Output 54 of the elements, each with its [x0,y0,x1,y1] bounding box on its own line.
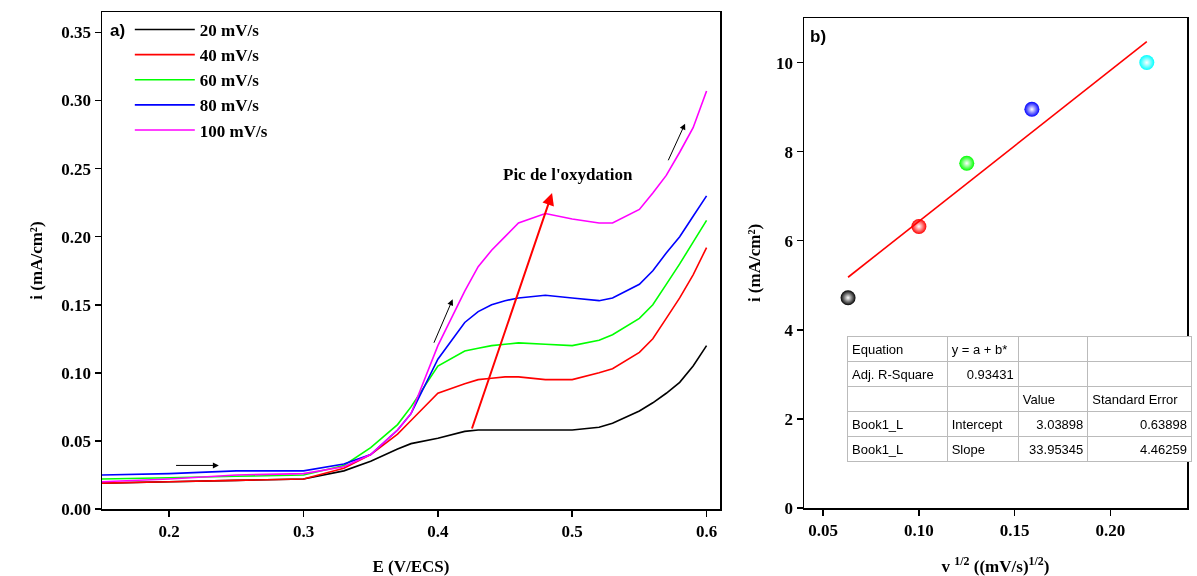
legend-label: 80 mV/s [199,96,260,116]
y-tick-label: 2 [784,409,794,429]
y-tick-label: 0.15 [61,295,92,315]
annotation: Pic de l'oxydation [503,165,633,184]
y-tick-label: 0.25 [61,159,92,179]
y-tick-label: 6 [784,231,794,251]
y-tick-label: 0.30 [61,91,92,111]
point [959,155,975,171]
line-series [102,90,708,483]
x-axis-title: v $^{1/2}$ ((mV/s)$^{1/2}$) [941,553,1050,576]
y-axis-title: i (mA/cm²) [27,221,47,300]
point [1139,55,1155,71]
x-tick-label: 0.10 [904,520,934,540]
legend-label: 20 mV/s [199,21,260,41]
y-tick-label: 0.05 [61,431,92,451]
y-tick-label: 0.00 [61,499,92,519]
legend-label: 100 mV/s [199,121,268,141]
legend-label: 60 mV/s [199,71,260,91]
x-tick-label: 0.2 [158,521,180,541]
annotation: 33.95345 [1018,436,1088,462]
point [840,290,856,306]
y-axis-title: i (mA/cm²) [745,223,764,303]
y-tick-label: 10 [776,53,794,73]
annotation: 0.63898 [1087,411,1192,437]
x-tick-label: 0.05 [808,520,839,540]
annotation: 4.46259 [1087,436,1192,462]
y-tick-label: 0.35 [61,23,92,43]
y-tick-label: 0 [784,498,794,518]
y-tick-label: 0.20 [61,227,92,247]
y-tick-label: 4 [784,320,794,340]
text: b) [810,27,827,46]
y-tick-label: 8 [784,142,794,162]
annotation: Book1_L [847,436,948,462]
annotation: Standard Error [1087,386,1192,412]
x-axis-title: E (V/ECS) [372,557,450,576]
annotation: Adj. R-Square [847,361,948,387]
point [1024,101,1040,117]
x-tick-label: 0.3 [292,521,315,541]
y-tick-label: 0.10 [61,363,92,383]
annotation: 0.93431 [947,361,1019,387]
x-tick-label: 0.15 [999,520,1030,540]
legend-label: 40 mV/s [199,46,260,66]
annotation: Book1_L [847,411,948,437]
x-tick-label: 0.4 [427,521,449,541]
x-tick-label: 0.20 [1095,520,1126,540]
x-tick-label: 0.5 [561,521,583,541]
annotation: y = a + b* [947,336,1019,362]
text: a) [110,21,126,40]
annotation: Slope [947,436,1019,462]
annotation: Intercept [947,411,1019,437]
x-tick-label: 0.6 [695,521,718,541]
annotation: 3.03898 [1018,411,1088,437]
annotation: Value [1018,386,1088,412]
annotation: Equation [847,336,948,362]
